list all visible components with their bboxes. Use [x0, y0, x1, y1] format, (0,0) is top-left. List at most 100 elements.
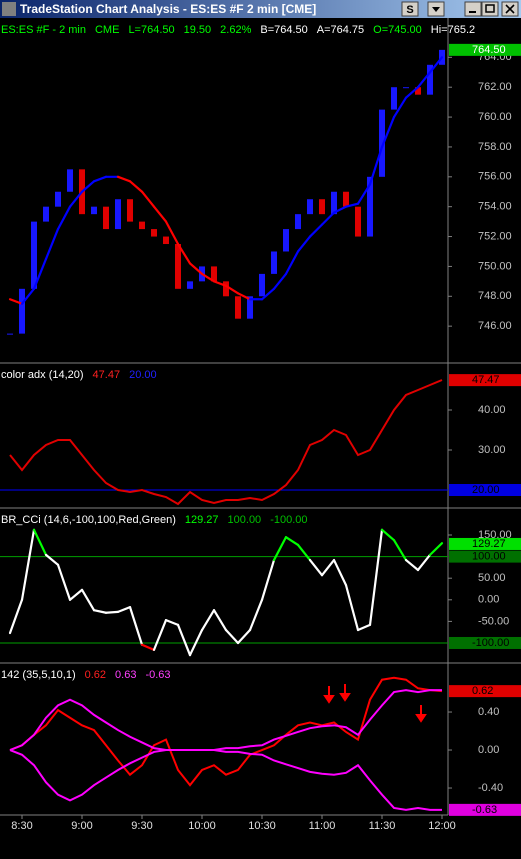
y-tick-label: 758.00 — [478, 141, 512, 153]
y-tick-label: -0.40 — [478, 782, 503, 794]
y-tick-label: 760.00 — [478, 111, 512, 123]
candle — [367, 176, 373, 237]
header-item: -100.00 — [270, 514, 307, 526]
header-item: 0.62 — [85, 669, 106, 681]
header-item: 2.62% — [220, 24, 251, 36]
candle — [271, 251, 277, 274]
candle — [103, 206, 109, 230]
plot-marks: ES:ES #F - 2 min CME L=764.50 19.50 2.62% B=7… — [0, 24, 521, 832]
candle — [331, 191, 337, 215]
line-segment — [272, 536, 288, 562]
line-segment — [44, 227, 60, 261]
y-tick-label: 762.00 — [478, 81, 512, 93]
line-segment — [32, 257, 48, 290]
y-tick-label: 30.00 — [478, 444, 506, 456]
value-flag — [449, 550, 521, 563]
header-item: CME — [95, 24, 119, 36]
candle — [343, 191, 349, 207]
candle — [163, 236, 169, 245]
line-segment — [344, 584, 360, 632]
value-flag — [449, 43, 521, 56]
maximize-button[interactable] — [481, 1, 499, 17]
value-flag-label: 129.27 — [472, 538, 506, 550]
y-tick-label: 746.00 — [478, 320, 512, 332]
candle — [67, 169, 73, 192]
line-segment — [104, 610, 120, 614]
minimize-button[interactable] — [464, 1, 482, 17]
candle — [223, 281, 229, 297]
candle — [19, 288, 25, 334]
header-item: BR_CCi (14,6,-100,100,Red,Green) — [1, 514, 176, 526]
line-segment — [272, 272, 288, 290]
line-segment — [380, 528, 396, 542]
panel-header: color adx (14,20) 47.47 20.00 — [1, 369, 157, 381]
line-segment — [200, 609, 216, 632]
line-segment — [176, 242, 192, 265]
line-segment — [260, 558, 276, 601]
candle — [187, 281, 193, 289]
y-tick-label: 40.00 — [478, 404, 506, 416]
line-segment — [56, 205, 72, 231]
line-segment — [296, 235, 312, 253]
indicator-line — [9, 379, 443, 506]
line-segment — [380, 115, 396, 149]
line-segment — [296, 543, 312, 562]
line-segment — [284, 536, 300, 547]
y-tick-label: 150.00 — [478, 529, 512, 541]
line-segment — [404, 86, 420, 99]
candle — [247, 296, 253, 319]
header-item: color adx (14,20) — [1, 369, 84, 381]
value-flag-label: -100.00 — [472, 637, 509, 649]
close-icon — [505, 4, 515, 14]
line-segment — [152, 618, 168, 651]
header-item: 0.63 — [115, 669, 136, 681]
panel-header: ES:ES #F - 2 min CME L=764.50 19.50 2.62% B=7… — [1, 24, 475, 36]
line-segment — [392, 539, 408, 562]
line-segment — [8, 298, 24, 305]
y-tick-label: 0.40 — [478, 706, 499, 718]
value-flag-label: 0.62 — [472, 685, 493, 697]
line-segment — [80, 180, 96, 193]
x-tick-label: 9:30 — [131, 820, 152, 832]
value-flag — [449, 636, 521, 649]
line-segment — [212, 280, 228, 287]
signal-arrow — [323, 686, 335, 704]
candle — [55, 191, 61, 207]
x-tick-label: 11:00 — [309, 820, 336, 832]
header-item: 47.47 — [93, 369, 121, 381]
candle — [319, 199, 325, 215]
value-flag — [449, 685, 521, 698]
window-title: TradeStation Chart Analysis - ES:ES #F 2… — [20, 2, 316, 16]
line-segment — [224, 628, 240, 645]
value-flag-label: 47.47 — [472, 374, 500, 386]
s-button[interactable] — [401, 1, 419, 17]
line-segment — [368, 145, 384, 186]
header-item: 129.27 — [185, 514, 219, 526]
candle — [379, 109, 385, 177]
line-segment — [224, 284, 240, 295]
candle — [283, 229, 289, 252]
header-item: A=764.75 — [317, 24, 364, 36]
y-tick-label: 750.00 — [478, 260, 512, 272]
line-segment — [176, 623, 192, 657]
candle — [295, 214, 301, 230]
line-segment — [152, 205, 168, 223]
value-flag-label: 100.00 — [472, 551, 506, 563]
minimize-icon — [469, 11, 476, 13]
line-segment — [68, 190, 84, 208]
title-bar — [0, 0, 521, 18]
line-segment — [32, 528, 48, 556]
y-tick-label: 0.00 — [478, 744, 499, 756]
x-tick-label: 12:00 — [428, 820, 456, 832]
maximize-icon — [485, 4, 495, 13]
line-segment — [116, 175, 132, 183]
line-segment — [68, 588, 84, 601]
line-segment — [80, 588, 96, 612]
header-item: Hi=765.2 — [431, 24, 475, 36]
x-tick-label: 10:00 — [188, 820, 216, 832]
line-segment — [308, 223, 324, 238]
candle — [115, 199, 121, 230]
header-item: 100.00 — [228, 514, 262, 526]
y-tick-label: 50.00 — [478, 572, 506, 584]
